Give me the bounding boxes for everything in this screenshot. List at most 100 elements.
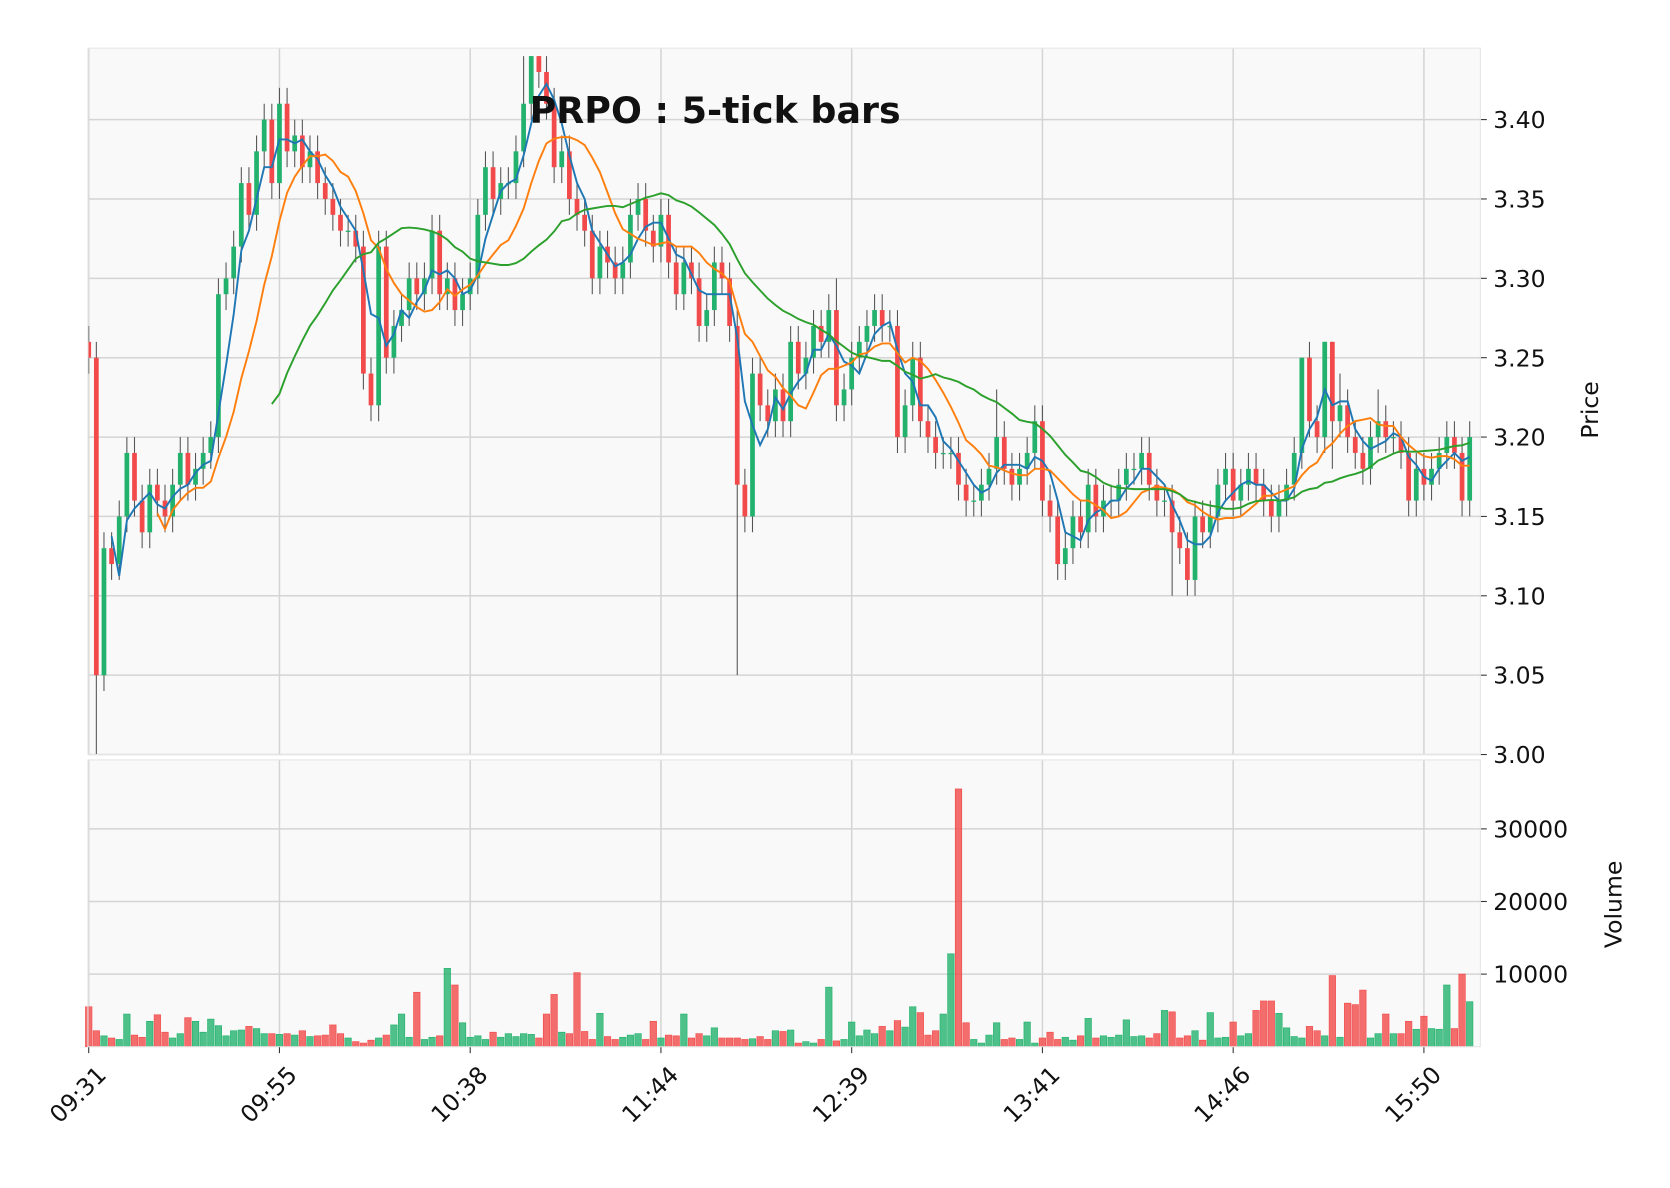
candle-body	[1413, 468, 1419, 501]
y-tick-label: 3.35	[1493, 186, 1545, 214]
candle-body	[1085, 484, 1091, 533]
candle-body	[1406, 452, 1412, 501]
candle-body	[1070, 516, 1076, 549]
y-tick-label: 3.10	[1493, 582, 1545, 610]
candle-body	[368, 373, 374, 406]
candle-body	[490, 167, 496, 199]
candle-body	[521, 103, 526, 152]
volume-bar	[1069, 1039, 1077, 1048]
candle-body	[765, 405, 771, 422]
volume-bar	[817, 1039, 825, 1048]
volume-bar	[85, 1006, 93, 1048]
candle-body	[1314, 421, 1320, 438]
candle-body	[1444, 437, 1450, 453]
x-tick-label: 13:41	[998, 1061, 1066, 1129]
chart-title: PRPO : 5-tick bars	[530, 89, 901, 132]
volume-bar	[1252, 1010, 1260, 1048]
volume-bar	[840, 1039, 848, 1048]
volume-bar	[1054, 1039, 1062, 1048]
volume-bar	[863, 1029, 871, 1048]
candle-body	[1169, 500, 1175, 533]
volume-bar	[1283, 1027, 1291, 1048]
candle-body	[1337, 405, 1343, 422]
volume-bar	[962, 1022, 970, 1048]
candle-body	[1276, 500, 1282, 517]
candle-body	[940, 452, 946, 455]
x-tick-label: 09:55	[235, 1061, 303, 1129]
candle-body	[1398, 437, 1404, 453]
candle-body	[1024, 452, 1030, 469]
volume-bar	[1458, 973, 1466, 1048]
volume-bar	[741, 1039, 749, 1048]
candle-body	[597, 246, 603, 279]
volume-bar	[1099, 1035, 1108, 1048]
x-tick-label: 12:39	[807, 1061, 875, 1129]
volume-bar	[855, 1035, 863, 1048]
volume-bar	[405, 1036, 413, 1048]
volume-bar	[794, 1042, 802, 1048]
x-tick-label: 15:50	[1379, 1061, 1447, 1129]
volume-bar	[733, 1037, 741, 1048]
volume-bar	[115, 1039, 123, 1048]
candle-body	[841, 389, 847, 406]
candle-body	[1162, 500, 1167, 502]
candle-body	[872, 310, 877, 326]
volume-bar	[1435, 1028, 1443, 1048]
volume-bar	[1122, 1019, 1130, 1048]
volume-bar	[1466, 1001, 1474, 1048]
candle-body	[635, 198, 641, 215]
candle-body	[933, 437, 938, 453]
volume-bar	[237, 1029, 245, 1048]
volume-bar	[1214, 1037, 1222, 1048]
candle-body	[1215, 484, 1221, 517]
volume-bar	[443, 967, 451, 1048]
candle-body	[200, 452, 206, 469]
x-tick-label: 11:44	[616, 1061, 684, 1129]
volume-bar	[123, 1013, 131, 1048]
candle-body	[1368, 437, 1373, 469]
candle-body	[887, 325, 893, 328]
volume-bar	[1260, 1000, 1268, 1048]
volume-bar	[1008, 1037, 1016, 1048]
candle-body	[460, 294, 465, 311]
volume-bar	[1038, 1037, 1046, 1048]
candle-body	[1223, 468, 1228, 485]
volume-bar	[1389, 1033, 1397, 1048]
y-tick-label: 3.05	[1493, 662, 1545, 690]
candle-body	[994, 437, 1000, 469]
candle-body	[1391, 437, 1396, 439]
volume-bar	[191, 1020, 200, 1048]
candle-body	[788, 341, 794, 422]
volume-bar	[809, 1042, 818, 1048]
volume-bar	[1244, 1033, 1252, 1048]
candle-body	[361, 246, 366, 374]
volume-bar	[603, 1036, 612, 1048]
candle-body	[917, 357, 923, 422]
candle-body	[399, 310, 404, 326]
volume-bar	[985, 1034, 993, 1048]
candle-body	[750, 373, 755, 517]
volume-bar	[1450, 1028, 1458, 1048]
volume-bar	[230, 1030, 238, 1048]
volume-bar	[504, 1033, 512, 1048]
volume-bar	[695, 1033, 703, 1048]
volume-bar	[1412, 1028, 1420, 1048]
candle-body	[902, 405, 908, 438]
price-frame	[87, 47, 1481, 756]
volume-bar	[1267, 1000, 1275, 1048]
volume-frame	[87, 759, 1481, 1048]
volume-bar	[1107, 1036, 1115, 1048]
volume-bar	[573, 972, 581, 1048]
volume-bar	[253, 1028, 261, 1048]
candle-body	[1009, 468, 1015, 485]
candle-body	[353, 230, 359, 247]
candle-body	[1253, 468, 1259, 485]
volume-bar	[1366, 1037, 1375, 1048]
candle-body	[93, 357, 99, 676]
candle-body	[422, 278, 427, 295]
volume-bar	[474, 1035, 482, 1048]
volume-bar	[481, 1039, 490, 1048]
volume-bar	[1290, 1036, 1298, 1048]
candle-body	[1131, 468, 1137, 471]
volume-bar	[138, 1036, 146, 1048]
